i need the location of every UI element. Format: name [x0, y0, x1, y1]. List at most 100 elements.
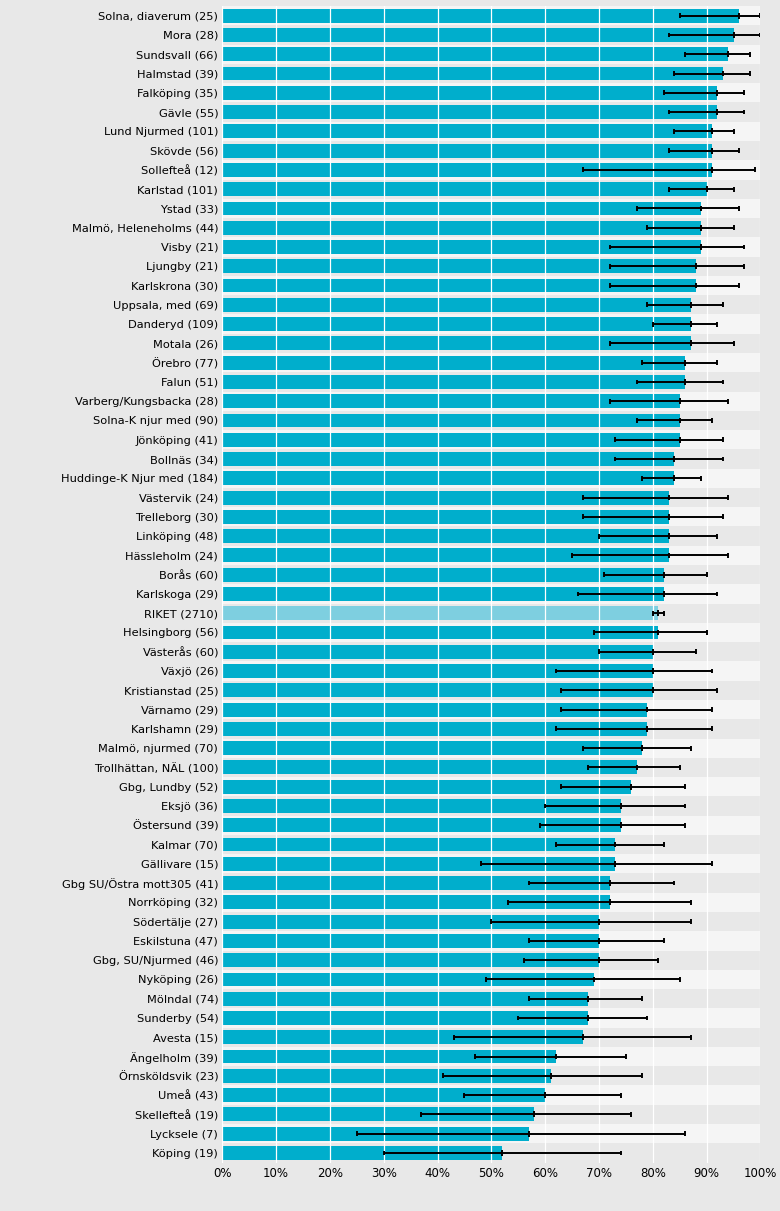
Bar — [222, 873, 760, 893]
Bar — [222, 47, 729, 62]
Bar — [222, 893, 760, 912]
Bar — [222, 6, 760, 25]
Bar — [222, 702, 647, 717]
Bar — [222, 622, 760, 642]
Bar — [222, 642, 760, 661]
Bar — [222, 989, 760, 1009]
Bar — [222, 432, 679, 447]
Bar — [222, 182, 707, 196]
Bar — [222, 1146, 502, 1160]
Bar — [222, 411, 760, 430]
Bar — [222, 761, 636, 774]
Bar — [222, 914, 599, 929]
Bar — [222, 125, 712, 138]
Bar — [222, 992, 588, 1005]
Bar — [222, 8, 739, 23]
Bar — [222, 1066, 760, 1085]
Bar — [222, 681, 760, 700]
Bar — [222, 295, 760, 315]
Bar — [222, 1050, 556, 1063]
Bar — [222, 1143, 760, 1163]
Bar — [222, 799, 621, 813]
Bar — [222, 607, 658, 620]
Bar — [222, 741, 642, 756]
Bar — [222, 64, 760, 84]
Bar — [222, 527, 760, 546]
Bar — [222, 683, 653, 698]
Bar — [222, 356, 685, 369]
Bar — [222, 391, 760, 411]
Bar — [222, 122, 760, 140]
Bar — [222, 257, 760, 276]
Bar — [222, 199, 760, 218]
Bar — [222, 816, 760, 834]
Bar — [222, 664, 653, 678]
Bar — [222, 1089, 545, 1102]
Bar — [222, 529, 669, 543]
Bar — [222, 1107, 534, 1121]
Bar — [222, 220, 701, 235]
Bar — [222, 276, 760, 295]
Bar — [222, 488, 760, 507]
Bar — [222, 375, 685, 389]
Bar — [222, 700, 760, 719]
Bar — [222, 1009, 760, 1028]
Bar — [222, 549, 669, 562]
Bar — [222, 931, 760, 951]
Bar — [222, 354, 760, 372]
Bar — [222, 298, 690, 311]
Bar — [222, 105, 718, 119]
Bar — [222, 237, 760, 257]
Bar — [222, 45, 760, 64]
Bar — [222, 163, 712, 177]
Bar — [222, 469, 760, 488]
Bar — [222, 179, 760, 199]
Bar — [222, 201, 701, 216]
Bar — [222, 490, 669, 505]
Bar — [222, 315, 760, 334]
Bar — [222, 1046, 760, 1066]
Bar — [222, 67, 723, 80]
Bar — [222, 644, 653, 659]
Bar — [222, 722, 647, 736]
Bar — [222, 334, 760, 354]
Bar — [222, 739, 760, 758]
Bar — [222, 546, 760, 566]
Bar — [222, 934, 599, 948]
Bar — [222, 587, 664, 601]
Bar — [222, 337, 690, 350]
Bar — [222, 430, 760, 449]
Bar — [222, 144, 712, 157]
Bar — [222, 1069, 551, 1083]
Bar — [222, 854, 760, 873]
Bar — [222, 1011, 588, 1025]
Bar — [222, 471, 675, 486]
Bar — [222, 279, 696, 293]
Bar — [222, 510, 669, 524]
Bar — [222, 1085, 760, 1104]
Bar — [222, 603, 760, 622]
Bar — [222, 568, 664, 581]
Bar — [222, 834, 760, 854]
Bar — [222, 585, 760, 603]
Bar — [222, 240, 701, 254]
Bar — [222, 395, 679, 408]
Bar — [222, 857, 615, 871]
Bar — [222, 777, 760, 797]
Bar — [222, 507, 760, 527]
Bar — [222, 317, 690, 331]
Bar — [222, 626, 658, 639]
Bar — [222, 719, 760, 739]
Bar — [222, 970, 760, 989]
Bar — [222, 566, 760, 585]
Bar — [222, 912, 760, 931]
Bar — [222, 951, 760, 970]
Bar — [222, 838, 615, 851]
Bar — [222, 413, 679, 427]
Bar — [222, 84, 760, 103]
Bar — [222, 1124, 760, 1143]
Bar — [222, 895, 610, 909]
Bar — [222, 797, 760, 816]
Bar — [222, 972, 594, 987]
Bar — [222, 86, 718, 99]
